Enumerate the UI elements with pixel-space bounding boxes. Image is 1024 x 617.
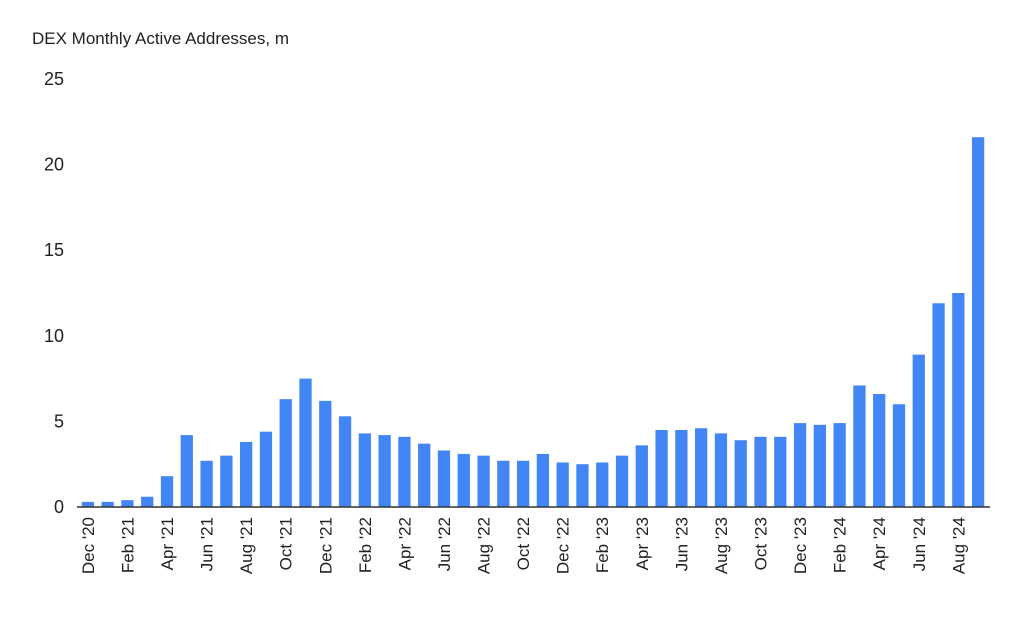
bar bbox=[734, 440, 747, 507]
bar bbox=[932, 303, 945, 507]
x-tick-label: Jun '24 bbox=[910, 517, 929, 571]
bar bbox=[774, 436, 787, 507]
y-tick-label: 20 bbox=[44, 155, 64, 175]
bar bbox=[437, 450, 451, 507]
bar bbox=[952, 293, 965, 507]
bar bbox=[81, 501, 95, 507]
x-tick-label: Feb '21 bbox=[118, 517, 137, 573]
x-tick-label: Oct '23 bbox=[752, 517, 771, 570]
y-tick-label: 10 bbox=[44, 326, 64, 346]
bar bbox=[259, 431, 273, 507]
bar bbox=[655, 429, 668, 507]
bar bbox=[615, 455, 629, 507]
x-tick-label: Jun '21 bbox=[198, 517, 217, 571]
y-tick-label: 25 bbox=[44, 69, 64, 89]
chart-title: DEX Monthly Active Addresses, m bbox=[32, 29, 289, 48]
bars bbox=[81, 137, 985, 507]
x-tick-label: Aug '21 bbox=[237, 517, 256, 574]
bar bbox=[892, 404, 906, 507]
bar bbox=[596, 462, 609, 507]
bar bbox=[101, 501, 114, 507]
bar bbox=[853, 385, 866, 507]
bar bbox=[200, 460, 213, 507]
bar bbox=[338, 416, 352, 507]
y-axis: 0 5 10 15 20 25 bbox=[44, 69, 64, 517]
y-tick-label: 15 bbox=[44, 240, 64, 260]
x-tick-label: Feb '23 bbox=[593, 517, 612, 573]
bar bbox=[536, 453, 550, 507]
bar bbox=[141, 496, 154, 507]
x-tick-label: Apr '22 bbox=[395, 517, 414, 570]
x-tick-label: Jun '23 bbox=[672, 517, 691, 571]
x-tick-label: Apr '23 bbox=[633, 517, 652, 570]
x-tick-label: Apr '21 bbox=[158, 517, 177, 570]
bar bbox=[358, 433, 371, 507]
bar bbox=[754, 436, 767, 507]
bar bbox=[873, 394, 886, 507]
bar bbox=[576, 464, 589, 507]
bar bbox=[556, 462, 569, 507]
x-tick-label: Dec '20 bbox=[79, 517, 98, 574]
bar bbox=[497, 460, 510, 507]
x-tick-label: Feb '22 bbox=[356, 517, 375, 573]
bar bbox=[695, 428, 708, 507]
bar bbox=[516, 460, 530, 507]
bar bbox=[912, 354, 925, 507]
x-tick-label: Aug '23 bbox=[712, 517, 731, 574]
x-tick-label: Dec '21 bbox=[316, 517, 335, 574]
bar bbox=[121, 500, 134, 507]
bar bbox=[971, 137, 985, 507]
bar bbox=[635, 445, 648, 507]
bar bbox=[299, 378, 312, 507]
x-tick-label: Jun '22 bbox=[435, 517, 454, 571]
bar bbox=[714, 433, 728, 507]
bar bbox=[378, 435, 391, 507]
bar bbox=[180, 435, 193, 507]
bar bbox=[833, 423, 846, 507]
bar bbox=[398, 436, 411, 507]
y-tick-label: 0 bbox=[54, 497, 64, 517]
bar bbox=[813, 424, 826, 507]
x-tick-label: Oct '21 bbox=[277, 517, 296, 570]
bar bbox=[477, 455, 490, 507]
y-tick-label: 5 bbox=[54, 411, 64, 431]
x-tick-label: Dec '22 bbox=[554, 517, 573, 574]
x-tick-label: Aug '24 bbox=[949, 517, 968, 574]
x-tick-label: Aug '22 bbox=[475, 517, 494, 574]
x-tick-label: Dec '23 bbox=[791, 517, 810, 574]
bar bbox=[675, 429, 688, 507]
bar bbox=[220, 455, 233, 507]
x-tick-label: Oct '22 bbox=[514, 517, 533, 570]
bar bbox=[418, 443, 431, 507]
x-tick-label: Feb '24 bbox=[831, 517, 850, 573]
bar bbox=[279, 399, 292, 507]
x-axis: Dec '20 Feb '21 Apr '21 Jun '21 Aug '21 Oct '… bbox=[79, 517, 968, 574]
bar bbox=[457, 453, 470, 507]
bar bbox=[240, 441, 253, 507]
x-tick-label: Apr '24 bbox=[870, 517, 889, 570]
bar bbox=[793, 423, 807, 507]
bar bbox=[160, 476, 174, 507]
bar bbox=[319, 400, 332, 507]
